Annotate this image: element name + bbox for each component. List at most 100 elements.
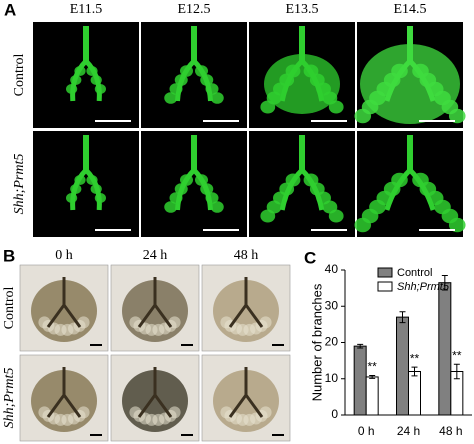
bud xyxy=(169,192,183,204)
bar xyxy=(438,282,452,416)
y-tick-label: 20 xyxy=(325,335,339,349)
bud xyxy=(354,108,372,124)
bud xyxy=(70,184,82,194)
significance: ** xyxy=(452,348,462,362)
image xyxy=(354,131,466,237)
bud xyxy=(200,74,214,86)
bud xyxy=(90,184,102,194)
column-label: 48 h xyxy=(234,248,259,263)
bud xyxy=(328,209,344,223)
airway xyxy=(228,367,264,418)
row-label: Shh;Prmt5 xyxy=(2,368,17,429)
bud xyxy=(86,175,98,185)
image xyxy=(249,22,355,128)
bud xyxy=(195,65,208,77)
column-label: 0 h xyxy=(55,248,73,263)
image xyxy=(141,22,247,128)
bud xyxy=(70,75,82,85)
lobe xyxy=(360,44,460,124)
row-label: Shh;Prmt5 xyxy=(12,154,27,215)
row-label: Control xyxy=(12,54,27,97)
bud xyxy=(66,84,78,94)
row-label: Control xyxy=(2,287,17,330)
bud xyxy=(195,174,208,186)
panel-label: A xyxy=(4,0,16,19)
bud xyxy=(74,175,86,185)
y-tick-label: 0 xyxy=(331,407,338,421)
bud xyxy=(164,92,178,104)
image xyxy=(19,264,109,352)
y-tick-label: 10 xyxy=(325,371,339,385)
bud xyxy=(94,84,106,94)
bud xyxy=(200,183,214,195)
legend-label: Control xyxy=(397,267,432,279)
error-bar xyxy=(441,274,448,291)
bud xyxy=(74,66,86,76)
image xyxy=(19,354,109,442)
bud xyxy=(354,217,372,233)
airway xyxy=(137,277,173,328)
legend-label: Shh;Prmt5 xyxy=(397,281,450,293)
bud xyxy=(210,201,224,213)
bud xyxy=(260,100,276,114)
image xyxy=(110,264,200,352)
column-label: E13.5 xyxy=(285,2,318,17)
error-bar xyxy=(369,374,376,379)
y-tick-label: 40 xyxy=(325,262,339,276)
column-label: E11.5 xyxy=(70,2,103,17)
bud xyxy=(205,192,219,204)
airway xyxy=(228,277,264,328)
bud xyxy=(66,193,78,203)
bar xyxy=(408,371,421,416)
bud xyxy=(174,183,188,195)
bud xyxy=(180,65,193,77)
legend-swatch xyxy=(377,267,393,278)
bud xyxy=(90,75,102,85)
bud xyxy=(86,66,98,76)
bud xyxy=(328,100,344,114)
y-axis-label: Number of branches xyxy=(309,283,324,401)
bud xyxy=(448,217,466,233)
y-tick-label: 30 xyxy=(325,298,339,312)
legend-swatch xyxy=(377,281,393,292)
significance: ** xyxy=(367,360,377,374)
bar xyxy=(396,316,409,416)
bud xyxy=(210,92,224,104)
airway xyxy=(137,367,173,418)
bar xyxy=(365,376,379,416)
image xyxy=(110,354,200,442)
column-label: E14.5 xyxy=(393,2,426,17)
significance: ** xyxy=(410,351,420,365)
bud xyxy=(205,83,219,95)
x-tick-label: 24 h xyxy=(397,424,420,438)
column-label: E12.5 xyxy=(177,2,210,17)
bud xyxy=(169,83,183,95)
error-bar xyxy=(399,311,406,324)
image xyxy=(201,354,291,442)
x-tick-label: 0 h xyxy=(358,424,375,438)
image xyxy=(33,131,139,237)
image xyxy=(354,22,466,128)
bud xyxy=(94,193,106,203)
bar xyxy=(353,345,367,416)
error-bar xyxy=(357,343,364,349)
bud xyxy=(448,108,466,124)
image xyxy=(141,131,247,237)
panel-label: C xyxy=(304,248,316,267)
bud xyxy=(174,74,188,86)
image xyxy=(249,131,355,237)
bud xyxy=(164,201,178,213)
lobe xyxy=(264,54,340,114)
column-label: 24 h xyxy=(143,248,168,263)
error-bar xyxy=(453,363,460,380)
bud xyxy=(260,209,276,223)
panel-label: B xyxy=(3,246,15,265)
image xyxy=(201,264,291,352)
error-bar xyxy=(411,366,418,377)
airway xyxy=(46,277,82,328)
image xyxy=(33,22,139,128)
x-tick-label: 48 h xyxy=(439,424,462,438)
bud xyxy=(180,174,193,186)
airway xyxy=(46,367,82,418)
